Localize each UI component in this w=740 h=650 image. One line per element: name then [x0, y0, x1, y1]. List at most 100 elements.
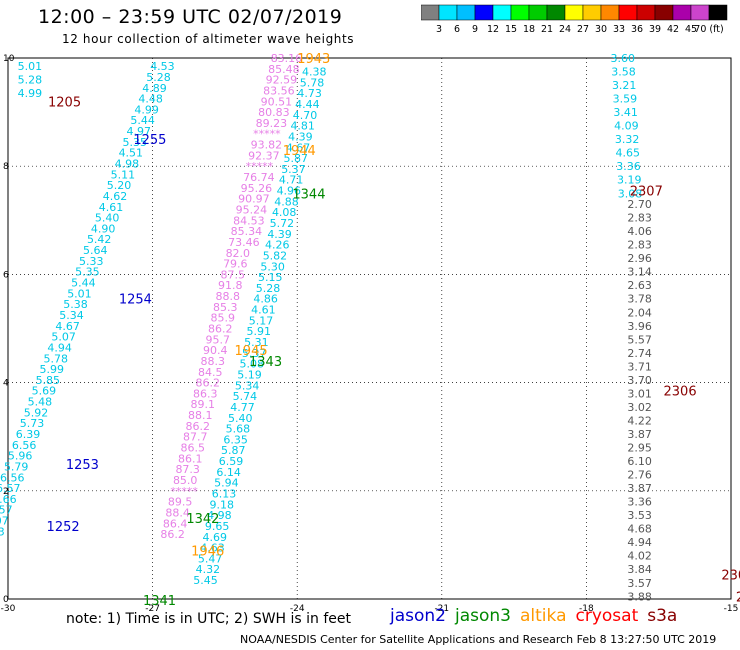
wave-height-value: 3.78 [627, 293, 652, 306]
wave-height-value: 86.2 [185, 420, 210, 433]
satellite-legend: jason2 jason3 altika cryosat s3a [390, 606, 686, 626]
wave-height-value: 92.59 [266, 74, 298, 87]
scale-label: 39 [649, 24, 661, 35]
wave-height-value: 3.08 [618, 187, 643, 200]
wave-height-value: 90.97 [238, 193, 270, 206]
plot-frame [7, 57, 732, 600]
wave-height-value: 5.78 [300, 76, 325, 89]
wave-height-value: 3.96 [627, 320, 652, 333]
wave-height-value: 3.36 [616, 160, 641, 173]
wave-height-value: 88.1 [188, 409, 213, 422]
wave-height-value: 5.92 [24, 406, 49, 419]
wave-height-value: 4.65 [616, 147, 641, 160]
wave-height-value: 87.7 [183, 431, 208, 444]
wave-height-value: 4.08 [272, 206, 297, 219]
wave-height-value: 5.82 [263, 249, 288, 262]
wave-height-value: 3.14 [627, 266, 652, 279]
wave-height-value: 4.48 [138, 93, 163, 106]
wave-height-value: 5.48 [28, 396, 53, 409]
page-subtitle: 12 hour collection of altimeter wave hei… [62, 32, 355, 46]
wave-height-value: 2.04 [627, 306, 652, 319]
wave-height-value: 2.63 [627, 279, 652, 292]
wave-height-value: 2.74 [627, 347, 652, 360]
scale-label: 18 [523, 24, 535, 35]
wave-height-value: 5.35 [123, 136, 147, 149]
wave-height-value: 5.19 [237, 368, 262, 381]
wave-height-value: 6.43 [0, 525, 5, 538]
wave-height-value: 4.61 [251, 304, 275, 317]
wave-height-value: 5.85 [36, 374, 61, 387]
wave-height-value: ***** [246, 160, 274, 173]
wave-height-value: 5.34 [235, 379, 260, 392]
wave-height-value: 3.71 [627, 360, 652, 373]
wave-height-value: 5.35 [75, 266, 100, 279]
scale-label: 9 [472, 24, 478, 35]
wave-height-value: 3.88 [627, 590, 652, 603]
wave-height-value: 85.9 [211, 312, 236, 325]
wave-height-value: 6.10 [627, 455, 652, 468]
pass-time-label: 1342 [186, 512, 219, 527]
wave-height-value: 85.0 [173, 474, 198, 487]
wave-height-value: 87.3 [175, 463, 200, 476]
wave-height-value: 6.07 [0, 515, 9, 528]
wave-height-value: 5.38 [63, 298, 87, 311]
wave-height-value: 6.13 [212, 488, 237, 501]
pass-time-label: 1254 [119, 293, 152, 308]
x-tick-label: -27 [145, 604, 160, 614]
scale-label: 12 [487, 24, 499, 35]
x-tick-label: -21 [434, 604, 449, 614]
scale-label: 42 [667, 24, 679, 35]
wave-height-value: 6.57 [0, 482, 21, 495]
scale-label: 27 [577, 24, 589, 35]
scale-label: 6 [454, 24, 460, 35]
wave-height-value: 91.8 [218, 279, 243, 292]
wave-height-value: 4.38 [302, 66, 327, 79]
wave-height-value: 2.96 [627, 252, 652, 265]
wave-height-value: 5.64 [83, 244, 108, 257]
pass-time-label: 230 [736, 590, 740, 605]
wave-height-value: 5.33 [79, 255, 104, 268]
wave-height-value: 3.53 [627, 509, 652, 522]
wave-height-value: 6.14 [216, 466, 241, 479]
scale-label: 15 [505, 24, 517, 35]
wave-height-value: 4.94 [47, 341, 71, 354]
wave-height-value: 4.96 [277, 185, 302, 198]
wave-height-value: 85.48 [268, 63, 300, 76]
wave-height-value: 5.31 [244, 336, 269, 349]
page-title: 12:00 – 23:59 UTC 02/07/2019 [38, 6, 343, 28]
wave-height-value: 5.99 [40, 363, 64, 376]
pass-time-label: 1946 [191, 544, 224, 559]
pass-time-label: 1253 [66, 458, 99, 473]
wave-height-value: 4.89 [142, 82, 167, 95]
wave-height-value: 5.37 [242, 347, 267, 360]
y-tick-label: 2 [3, 487, 9, 497]
wave-height-value: 4.02 [627, 550, 652, 563]
wave-height-value: 6.59 [219, 455, 244, 468]
wave-height-value: 3.57 [627, 577, 652, 590]
wave-height-value: 90.51 [261, 95, 293, 108]
wave-height-value: 4.68 [627, 523, 652, 536]
wave-height-value: 4.44 [295, 98, 320, 111]
wave-height-value: 87.5 [221, 268, 246, 281]
wave-height-value: 5.68 [226, 423, 251, 436]
wave-height-value: 2.70 [627, 198, 652, 211]
wave-height-value: 5.66 [0, 493, 17, 506]
wave-height-value: 85.34 [231, 225, 262, 238]
wave-height-value: 89.23 [256, 117, 288, 130]
wave-height-value: 5.40 [228, 412, 253, 425]
wave-height-value: 2.83 [627, 212, 652, 225]
pass-time-label: 1943 [297, 52, 330, 67]
wave-height-value: 5.11 [111, 168, 136, 181]
y-tick-label: 4 [3, 379, 9, 389]
wave-height-value: 3.59 [613, 93, 638, 106]
wave-height-value: 5.07 [51, 331, 76, 344]
wave-height-value: 5.30 [260, 260, 285, 273]
wave-height-value: 6.57 [0, 504, 13, 517]
pass-time-label: 1945 [235, 344, 268, 359]
wave-height-value: 4.53 [150, 60, 175, 73]
wave-height-value: 76.74 [243, 171, 275, 184]
wave-height-value: 3.84 [627, 563, 652, 576]
pass-time-label: 2307 [630, 185, 663, 200]
y-tick-label: 6 [3, 270, 9, 280]
wave-height-value: 83.56 [263, 84, 295, 97]
